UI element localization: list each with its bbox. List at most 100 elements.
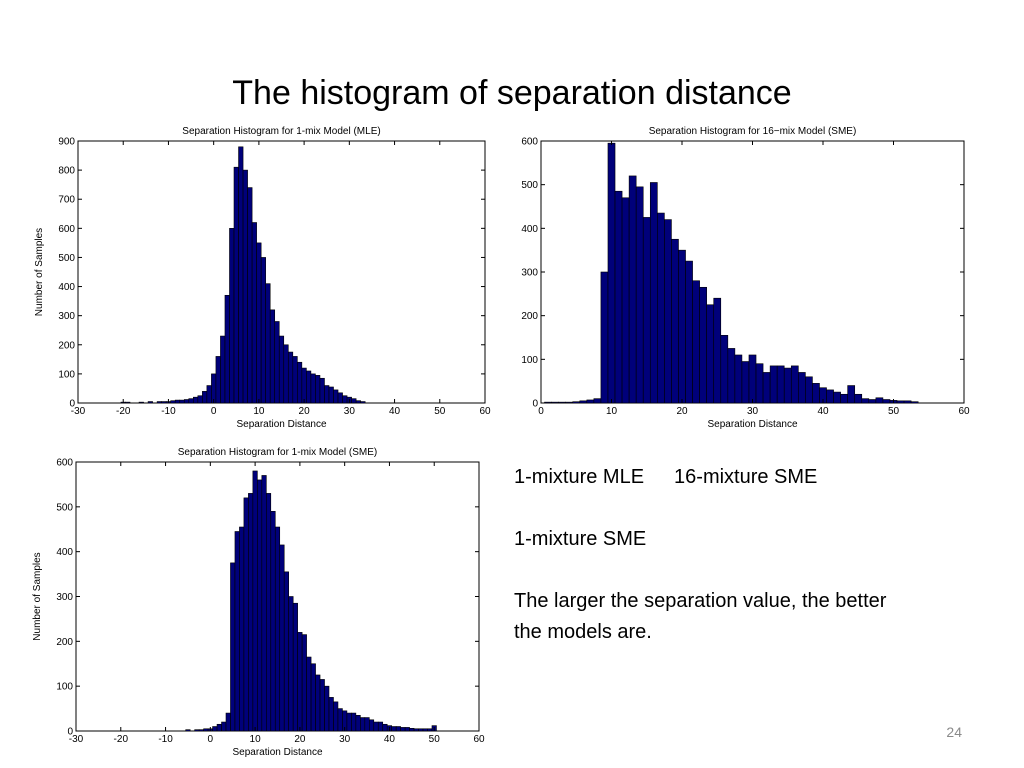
histogram-bar	[342, 395, 348, 404]
chart-1mix-sme-svg: -30 -20 -10 0 10 20 30 40 50 60010020030040050060…	[32, 447, 485, 758]
histogram-bar	[333, 701, 339, 732]
histogram-bar	[138, 401, 144, 404]
histogram-bar	[239, 526, 245, 732]
y-tick-label: 300	[58, 311, 75, 322]
histogram-bar	[306, 656, 312, 732]
x-tick-label: 50	[429, 734, 441, 745]
histogram-bar	[301, 367, 307, 404]
x-tick-label: 50	[888, 406, 900, 417]
histogram-bar	[194, 729, 200, 732]
histogram-bar	[337, 708, 343, 732]
histogram-bar	[279, 544, 285, 732]
histogram-bar	[243, 497, 249, 732]
histogram-bar	[572, 401, 581, 404]
histogram-bar	[413, 728, 419, 732]
x-tick-label: 10	[606, 406, 618, 417]
x-tick-label: 0	[208, 734, 214, 745]
x-tick-label: -20	[116, 406, 131, 417]
histogram-bar	[224, 294, 230, 404]
histogram-bar	[355, 715, 361, 732]
chart-title: Separation Histogram for 1-mix Model (ML…	[182, 126, 380, 137]
histogram-bar	[910, 401, 919, 404]
histogram-bar	[283, 344, 289, 404]
histogram-bar	[593, 398, 602, 404]
histogram-bar	[265, 283, 271, 404]
histogram-bar	[769, 365, 778, 404]
x-tick-label: -20	[114, 734, 129, 745]
histogram-bar	[400, 727, 406, 732]
histogram-bar	[193, 396, 199, 404]
x-tick-label: -30	[71, 406, 86, 417]
histogram-bar	[404, 727, 410, 732]
histogram-bar	[741, 361, 750, 404]
x-tick-label: 20	[676, 406, 688, 417]
chart-mle: -30 -20 -10 0 10 20 30 40 50 60 0 100 200 300 400 500 60…	[24, 118, 500, 438]
histogram-bar	[310, 373, 316, 404]
histogram-bar	[179, 399, 185, 404]
histogram-bar	[755, 363, 764, 404]
y-tick-label: 700	[58, 195, 75, 206]
histogram-bar	[234, 531, 240, 732]
chart-16mix-sme-svg: 0 10 20 30 40 50 600100200300400500600Separati…	[521, 126, 970, 430]
y-tick-label: 0	[532, 399, 538, 410]
histogram-bar	[364, 717, 370, 732]
histogram-bar	[229, 228, 235, 404]
histogram-bar	[252, 470, 258, 732]
histogram-bar	[242, 169, 248, 404]
histogram-bar	[727, 348, 736, 404]
y-tick-label: 500	[56, 502, 73, 513]
histogram-bar	[621, 197, 630, 404]
x-axis-label: Separation Distance	[236, 419, 326, 430]
histogram-bar	[287, 351, 294, 404]
histogram-bar	[418, 728, 424, 732]
histogram-bar	[297, 632, 303, 732]
histogram-bar	[805, 376, 813, 404]
y-tick-label: 100	[521, 355, 538, 366]
histogram-bar	[211, 373, 217, 404]
x-tick-label: 10	[253, 406, 265, 417]
histogram-bar	[734, 354, 743, 404]
histogram-bar	[614, 190, 623, 404]
y-tick-label: 300	[521, 268, 538, 279]
histogram-bar	[306, 370, 312, 404]
histogram-bar	[790, 365, 799, 404]
histogram-bar	[319, 377, 325, 404]
histogram-bar	[840, 393, 848, 404]
y-tick-label: 200	[521, 311, 538, 322]
histogram-bar	[188, 398, 194, 404]
histogram-bar	[600, 271, 609, 404]
histogram-bar	[292, 356, 298, 404]
histogram-bar	[256, 242, 262, 404]
histogram-bar	[783, 367, 792, 404]
y-tick-label: 100	[56, 682, 73, 693]
y-tick-label: 200	[58, 340, 75, 351]
histogram-bar	[198, 729, 204, 732]
y-tick-label: 100	[58, 369, 75, 380]
histogram-bar	[762, 372, 771, 404]
x-tick-label: -30	[69, 734, 84, 745]
chart-16mix-sme: 0 10 20 30 40 50 60 0 100 200 300 400 500 600 Separati…	[505, 118, 980, 438]
histogram-bar	[642, 217, 651, 404]
slide-title: The histogram of separation distance	[232, 74, 792, 112]
histogram-bar	[202, 391, 208, 404]
histogram-bar	[607, 142, 616, 404]
histogram-bar	[391, 726, 397, 732]
histogram-bar	[220, 335, 226, 404]
histogram-bar	[310, 663, 316, 732]
histogram-bar	[270, 511, 276, 732]
histogram-bar	[261, 475, 267, 732]
histogram-bar	[183, 399, 190, 404]
x-tick-label: 40	[389, 406, 401, 417]
histogram-bar	[699, 286, 707, 404]
histogram-bar	[212, 726, 218, 732]
histogram-bar	[882, 399, 891, 404]
histogram-bar	[238, 146, 244, 404]
histogram-bar	[854, 393, 863, 404]
histogram-bar	[713, 297, 722, 404]
y-tick-label: 500	[58, 253, 75, 264]
histogram-bar	[579, 400, 588, 404]
histogram-bar	[395, 726, 401, 732]
histogram-bar	[301, 634, 307, 732]
x-tick-label: 10	[250, 734, 262, 745]
histogram-bar	[826, 389, 834, 404]
